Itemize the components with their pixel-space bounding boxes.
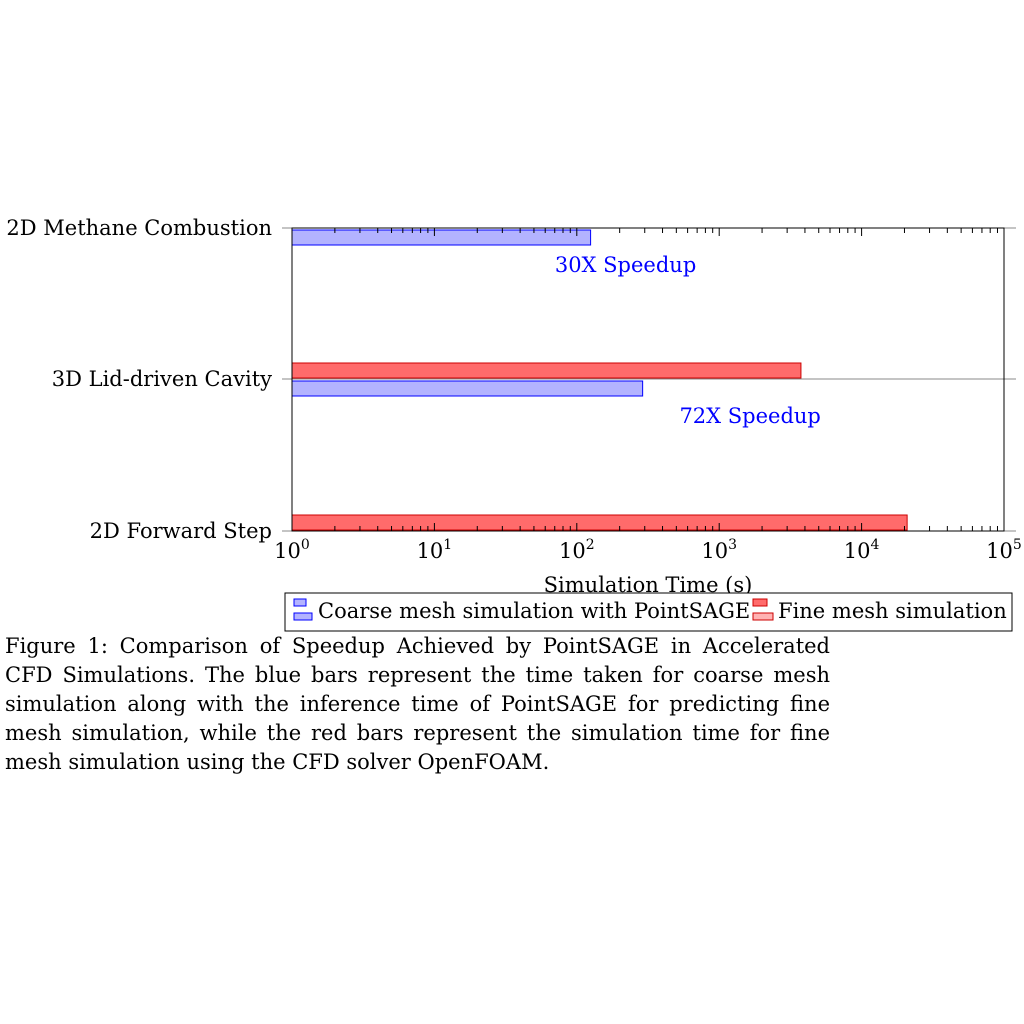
legend-swatch-fine-bottom: [752, 612, 774, 621]
x-tick-label: 102: [559, 537, 595, 563]
category-label: 2D Forward Step: [90, 519, 272, 543]
legend-swatch-fine-top: [752, 598, 768, 607]
x-tick-label: 104: [844, 537, 880, 563]
bar-chart: 100 101 102 103 104 105 2D Methane Combustion 3…: [6, 216, 1022, 632]
x-tick-label: 100: [274, 537, 310, 563]
figure-caption: Figure 1: Comparison of Speedup Achieved…: [5, 634, 830, 774]
legend-label-coarse: Coarse mesh simulation with PointSAGE: [318, 599, 750, 623]
bar-coarse-0: [291, 229, 592, 246]
legend-swatch-coarse-bottom: [293, 612, 313, 621]
bar-fine-2: [291, 514, 908, 531]
bar-coarse-1: [291, 380, 644, 397]
bar-fine-1: [291, 362, 802, 379]
legend-swatch-coarse-top: [293, 598, 307, 607]
speedup-annotation: 30X Speedup: [555, 253, 696, 277]
legend-label-fine: Fine mesh simulation: [778, 599, 1007, 623]
bars-layer: [291, 229, 908, 531]
labels-layer: 100 101 102 103 104 105 2D Methane Combustion 3…: [6, 216, 1021, 563]
legend: Coarse mesh simulation with PointSAGE Fi…: [284, 592, 1013, 632]
x-tick-label: 101: [417, 537, 453, 563]
legend-box: [284, 592, 1013, 632]
plot-frame: [291, 227, 1005, 532]
x-tick-label: 105: [986, 537, 1022, 563]
category-label: 2D Methane Combustion: [6, 216, 272, 240]
category-label: 3D Lid-driven Cavity: [52, 367, 272, 391]
speedup-annotation: 72X Speedup: [679, 404, 820, 428]
x-tick-label: 103: [701, 537, 737, 563]
